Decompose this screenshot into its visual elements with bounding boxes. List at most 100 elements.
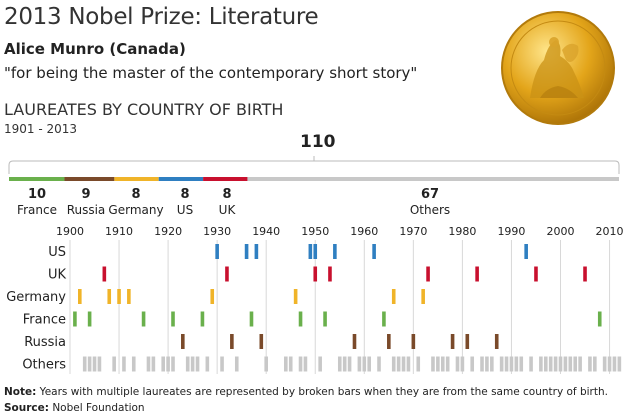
laureate-bar-others-1988 [499,356,504,372]
laureate-bar-others-2009 [602,356,607,372]
laureate-bar-germany-1908 [107,289,112,304]
laureate-bar-others-2011 [612,356,617,372]
laureate-bar-russia-1981 [465,334,470,349]
laureate-bar-france-1927 [200,311,205,327]
laureate-bar-germany-1902 [78,289,82,304]
laureate-bar-russia-1987 [494,334,499,349]
laureate-name: Alice Munro (Canada) [4,40,186,58]
laureate-bar-others-2000 [558,356,563,372]
total-count: 110 [300,132,336,152]
laureate-bar-others-1925 [190,356,195,372]
laureate-bar-others-1979 [455,356,460,372]
laureate-bar-uk-1907 [102,266,107,282]
laureate-bar-others-1947 [298,356,303,372]
laureate-bar-others-2004 [578,356,582,372]
laureate-bar-others-1989 [504,356,509,372]
laureate-bar-france-1901 [73,311,77,327]
tick-label-1910: 1910 [105,225,133,238]
laureate-bar-us-1936 [244,244,249,259]
tick-label-1940: 1940 [252,225,280,238]
laureate-bar-uk-1983 [475,266,479,282]
segment-value-russia: 9 [81,187,90,202]
laureate-bar-others-1956 [342,356,347,372]
laureate-bar-others-1991 [514,356,519,372]
segment-value-france: 10 [28,187,46,202]
laureate-bar-russia-1978 [450,334,455,349]
laureate-bar-others-2006 [588,356,592,372]
tick-label-2010: 2010 [596,225,624,238]
laureate-bar-others-1917 [151,356,156,372]
row-label-germany: Germany [6,290,66,305]
laureate-bar-france-1964 [382,311,386,327]
laureate-bar-france-1937 [249,311,254,327]
laureate-bar-others-1984 [480,356,484,372]
laureate-bar-others-1969 [406,356,411,372]
laureate-bar-others-1934 [234,356,239,372]
laureate-bar-russia-1965 [387,334,391,349]
laureate-bar-others-1976 [440,356,445,372]
laureate-bar-others-1986 [490,356,494,372]
section-heading: LAUREATES BY COUNTRY OF BIRTH [4,100,284,119]
row-label-uk: UK [48,268,67,283]
laureate-bar-others-1996 [539,356,543,372]
laureate-bar-others-1966 [391,356,396,372]
source-text: Nobel Foundation [48,402,145,414]
laureate-bar-france-1915 [141,311,146,327]
segment-value-germany: 8 [131,187,140,202]
footnote: Note: Years with multiple laureates are … [4,386,608,398]
laureate-bar-others-1940 [264,356,268,372]
laureate-bar-others-1951 [318,356,322,372]
laureate-bar-others-1945 [288,356,293,372]
laureate-bar-uk-1995 [534,266,538,282]
laureate-bar-others-1982 [470,356,475,372]
note-text: Years with multiple laureates are repres… [36,386,608,398]
laureate-bar-germany-1946 [293,289,298,304]
laureate-bar-others-2002 [568,356,573,372]
segment-label-germany: Germany [108,203,163,217]
laureate-bar-others-1977 [445,356,450,372]
laureate-bar-us-1993 [524,244,528,259]
segment-value-others: 67 [421,187,439,202]
stack-segment-uk [203,177,248,181]
laureate-bar-others-1975 [436,356,440,372]
laureate-bar-others-1971 [416,356,421,372]
laureate-bar-others-1959 [357,356,362,372]
laureate-bar-others-1911 [122,356,126,372]
laureate-bar-france-1921 [171,311,175,327]
segment-value-uk: 8 [222,187,231,202]
laureate-bar-germany-1972 [421,289,425,304]
laureate-bar-others-1924 [185,356,190,372]
laureate-bar-france-1952 [323,311,327,327]
laureate-bar-others-1997 [543,356,548,372]
row-label-russia: Russia [24,335,66,350]
segment-label-others: Others [410,203,450,217]
laureate-bar-others-1967 [396,356,401,372]
laureate-bar-others-1985 [485,356,489,372]
laureate-bar-others-1980 [460,356,465,372]
source-line: Source: Nobel Foundation [4,402,145,414]
laureate-bar-others-1920 [166,356,170,372]
stack-segment-russia [64,177,115,181]
laureate-bar-uk-2005 [583,266,587,282]
laureate-bar-germany-1966 [391,289,396,304]
timeline-grid [69,240,611,374]
laureate-bar-others-1955 [337,356,342,372]
tick-label-1900: 1900 [56,225,84,238]
laureate-bar-others-1916 [146,356,151,372]
note-label: Note: [4,386,37,398]
laureate-bar-others-1913 [131,356,136,372]
tick-label-1950: 1950 [301,225,329,238]
segment-label-france: France [17,203,57,217]
tick-label-1960: 1960 [350,225,378,238]
laureate-bar-others-1994 [529,356,533,372]
laureate-bar-us-1938 [254,244,259,259]
laureate-bar-others-1905 [92,356,97,372]
laureate-bar-others-2007 [593,356,597,372]
laureate-bar-others-1948 [303,356,308,372]
stacked-bar [9,177,620,181]
laureate-bar-us-1950 [313,244,318,259]
laureate-bar-others-1931 [220,356,224,372]
laureate-bar-others-1961 [367,356,372,372]
tick-label-1920: 1920 [154,225,182,238]
